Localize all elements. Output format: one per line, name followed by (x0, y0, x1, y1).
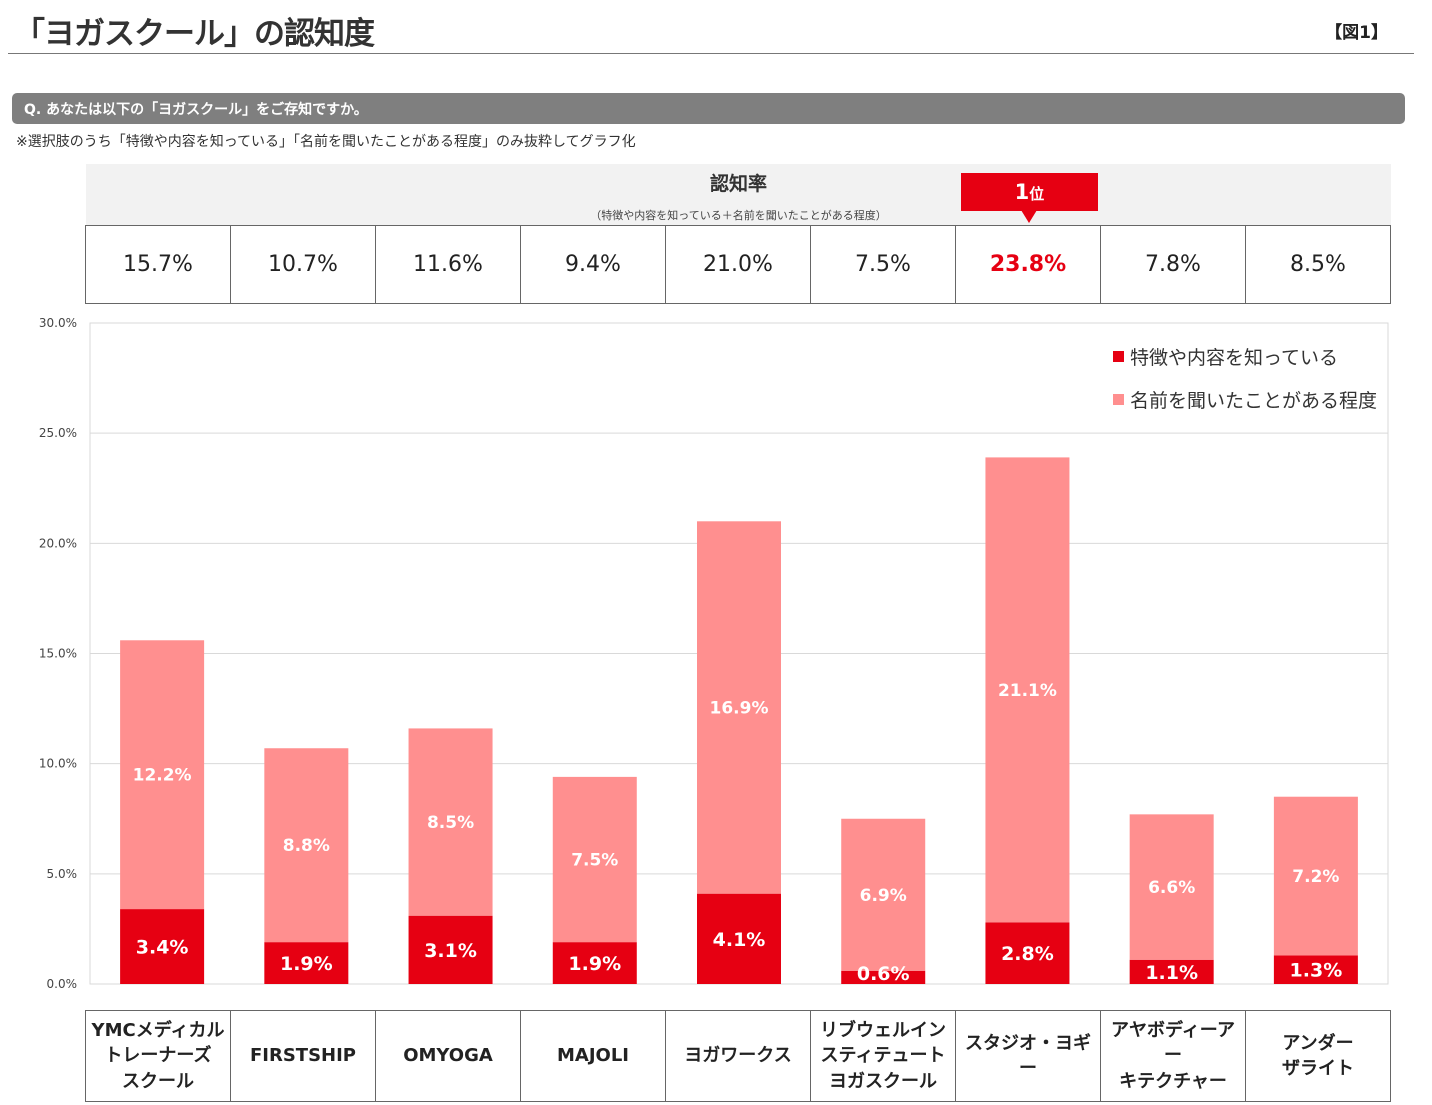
bar-segment-heard-name (985, 457, 1070, 923)
bar-segment-heard-name (552, 776, 637, 943)
y-tick-label: 30.0% (39, 316, 77, 330)
data-label: 1.9% (568, 953, 621, 975)
data-label: 7.2% (1292, 867, 1339, 887)
chart-note: ※選択肢のうち「特徴や内容を知っている」「名前を聞いたことがある程度」のみ抜粋し… (16, 134, 636, 150)
bar-segment-known-details (408, 915, 493, 984)
bar-segment-heard-name (1129, 814, 1214, 960)
bar-segment-heard-name (408, 728, 493, 916)
question-bar: Q. あなたは以下の「ヨガスクール」をご存知ですか。 (12, 93, 1405, 124)
legend-label: 特徴や内容を知っている (1130, 347, 1338, 369)
data-label: 1.1% (1145, 962, 1198, 984)
y-tick-label: 0.0% (47, 977, 78, 991)
bar-segment-known-details (841, 970, 926, 984)
category-label: ヨガワークス (666, 1011, 811, 1101)
recognition-rate-cell: 7.8% (1101, 226, 1246, 303)
data-label: 8.8% (283, 836, 330, 856)
bar-segment-known-details (120, 909, 205, 984)
data-label: 7.5% (571, 851, 618, 871)
y-tick-label: 15.0% (39, 647, 77, 661)
data-label: 3.4% (136, 937, 189, 959)
y-tick-label: 10.0% (39, 757, 77, 771)
recognition-rate-cell: 21.0% (666, 226, 811, 303)
data-label: 0.6% (857, 963, 910, 985)
category-label: MAJOLI (521, 1011, 666, 1101)
category-label: OMYOGA (376, 1011, 521, 1101)
category-label: スタジオ・ヨギー (956, 1011, 1101, 1101)
category-label: アヤボディーアー キテクチャー (1101, 1011, 1246, 1101)
recognition-rate-row: 15.7% 10.7% 11.6% 9.4% 21.0% 7.5% 23.8% 7.8% 8.5… (85, 225, 1391, 304)
rank-suffix: 位 (1029, 185, 1045, 203)
rank-pointer-arrow (1021, 210, 1037, 223)
stacked-bar-chart: 0.0% 5.0% 10.0% 15.0% 20.0% 25.0% 30.0% 3.4% 12.… (39, 316, 1389, 991)
page-title: 「ヨガスクール」の認知度 (14, 16, 375, 52)
data-label: 2.8% (1001, 943, 1054, 965)
data-label: 4.1% (713, 929, 766, 951)
recognition-rate-cell: 7.5% (811, 226, 956, 303)
data-label: 6.6% (1148, 878, 1195, 898)
bar-segment-heard-name (697, 521, 781, 894)
legend-swatch (1113, 351, 1124, 362)
category-label: YMCメディカル トレーナーズ スクール (86, 1011, 231, 1101)
data-label: 1.3% (1290, 960, 1343, 982)
rank-badge: 1位 (961, 173, 1098, 211)
data-label: 12.2% (133, 766, 192, 786)
bar-segment-heard-name (120, 640, 205, 910)
title-divider (8, 53, 1414, 54)
y-tick-label: 20.0% (39, 536, 77, 550)
bar-segment-known-details (1273, 955, 1358, 984)
category-label-row: YMCメディカル トレーナーズ スクール FIRSTSHIP OMYOGA MAJOL… (85, 1010, 1391, 1102)
bar-segment-heard-name (841, 818, 926, 971)
data-label: 21.1% (998, 681, 1057, 701)
recognition-rate-cell: 15.7% (86, 226, 231, 303)
category-label: アンダー ザライト (1282, 1032, 1354, 1079)
bar-segment-known-details (552, 942, 637, 984)
bar-segment-known-details (264, 942, 349, 984)
recognition-rate-title: 認知率 (709, 173, 767, 195)
rank-number: 1 (1014, 180, 1030, 204)
recognition-rate-subtitle: （特徴や内容を知っている＋名前を聞いたことがある程度） (590, 209, 887, 222)
recognition-rate-cell: 8.5% (1290, 252, 1346, 277)
recognition-rate-cell: 23.8% (956, 226, 1101, 303)
data-label: 6.9% (860, 886, 907, 906)
recognition-rate-header: 認知率 （特徴や内容を知っている＋名前を聞いたことがある程度） (86, 164, 1391, 225)
legend-label: 名前を聞いたことがある程度 (1130, 390, 1377, 412)
figure-label: 【図1】 (1325, 23, 1388, 43)
recognition-rate-cell: 10.7% (231, 226, 376, 303)
data-label: 3.1% (424, 940, 477, 962)
category-label: FIRSTSHIP (231, 1011, 376, 1101)
bar-segment-known-details (1129, 959, 1214, 984)
legend-swatch (1113, 394, 1124, 405)
bar-segment-known-details (985, 922, 1070, 984)
recognition-rate-cell: 11.6% (376, 226, 521, 303)
data-label: 16.9% (710, 698, 769, 718)
recognition-rate-cell: 9.4% (521, 226, 666, 303)
y-tick-label: 25.0% (39, 426, 77, 440)
bar-segment-known-details (697, 893, 781, 984)
bar-segment-heard-name (264, 748, 349, 943)
y-tick-label: 5.0% (47, 867, 78, 881)
data-label: 8.5% (427, 813, 474, 833)
bar-segment-heard-name (1273, 796, 1358, 956)
category-label: リブウェルイン スティテュート ヨガスクール (811, 1011, 956, 1101)
data-label: 1.9% (280, 953, 333, 975)
